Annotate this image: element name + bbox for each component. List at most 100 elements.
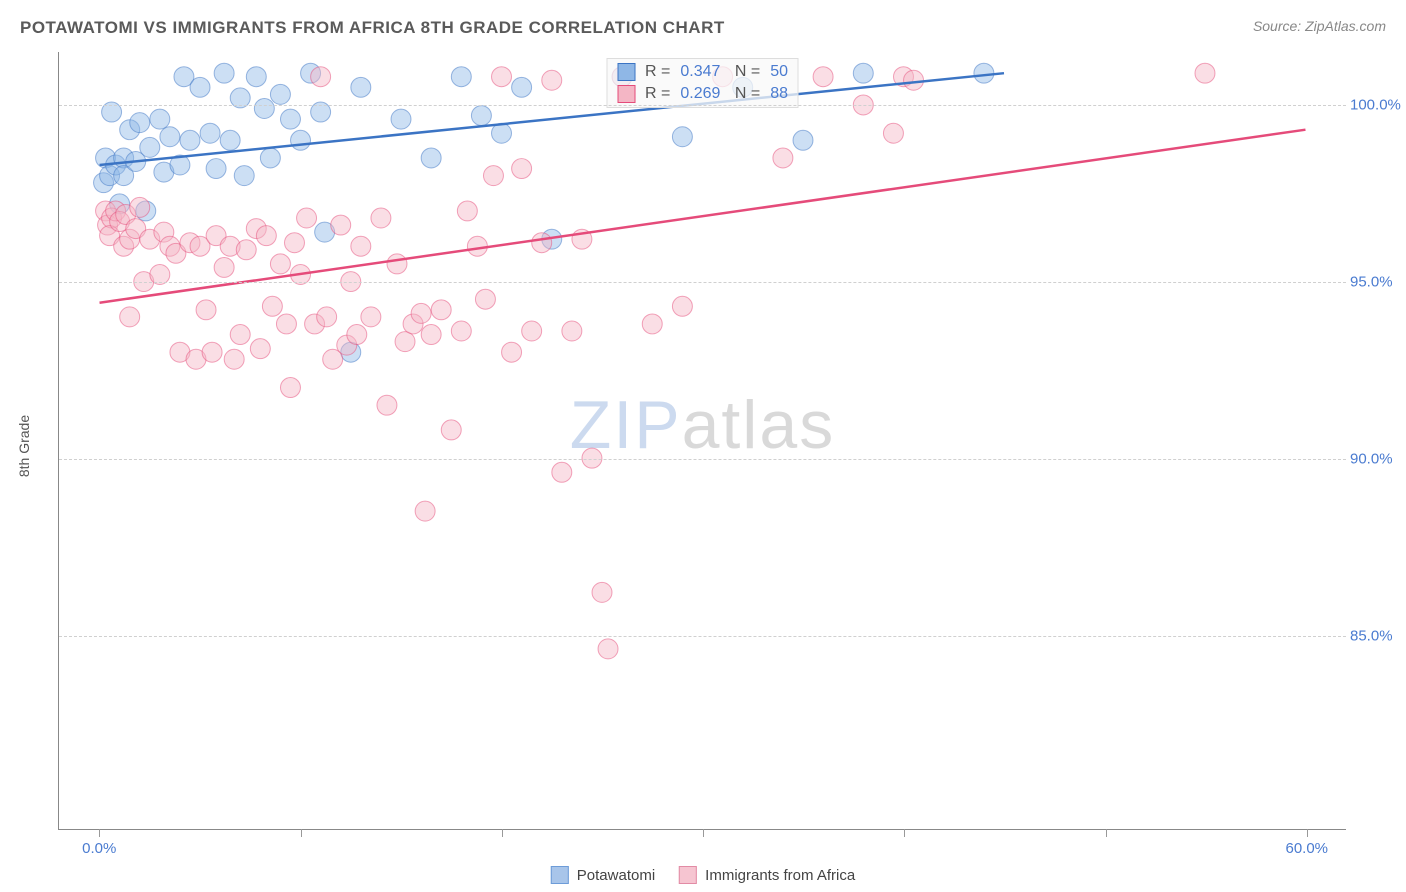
scatter-point-potawatomi <box>672 127 692 147</box>
chart-title: POTAWATOMI VS IMMIGRANTS FROM AFRICA 8TH… <box>20 18 1386 38</box>
scatter-point-potawatomi <box>391 109 411 129</box>
scatter-point-africa <box>276 314 296 334</box>
scatter-point-africa <box>411 303 431 323</box>
y-tick-label: 95.0% <box>1350 273 1406 290</box>
scatter-point-potawatomi <box>492 123 512 143</box>
scatter-point-potawatomi <box>214 63 234 83</box>
scatter-point-africa <box>592 582 612 602</box>
legend-correlation: R =0.347 N =50R =0.269 N =88 <box>606 58 799 108</box>
scatter-point-africa <box>214 257 234 277</box>
legend-n-label: N = <box>730 85 760 103</box>
x-tick <box>1106 829 1107 837</box>
scatter-point-africa <box>904 70 924 90</box>
scatter-point-africa <box>347 325 367 345</box>
scatter-point-africa <box>230 325 250 345</box>
scatter-point-africa <box>421 325 441 345</box>
scatter-point-africa <box>297 208 317 228</box>
scatter-point-africa <box>512 159 532 179</box>
scatter-point-africa <box>562 321 582 341</box>
scatter-point-africa <box>672 296 692 316</box>
legend-r-label: R = <box>645 63 670 81</box>
scatter-point-africa <box>642 314 662 334</box>
scatter-point-potawatomi <box>254 99 274 119</box>
scatter-point-potawatomi <box>260 148 280 168</box>
scatter-point-africa <box>361 307 381 327</box>
legend-series-label: Immigrants from Africa <box>705 867 855 884</box>
scatter-point-potawatomi <box>220 130 240 150</box>
scatter-point-africa <box>120 307 140 327</box>
scatter-point-africa <box>236 240 256 260</box>
scatter-point-potawatomi <box>471 106 491 126</box>
y-axis-label: 8th Grade <box>16 415 32 477</box>
scatter-point-africa <box>457 201 477 221</box>
scatter-point-africa <box>331 215 351 235</box>
scatter-point-potawatomi <box>974 63 994 83</box>
scatter-point-potawatomi <box>280 109 300 129</box>
scatter-point-africa <box>475 289 495 309</box>
scatter-point-africa <box>502 342 522 362</box>
scatter-point-africa <box>431 300 451 320</box>
scatter-point-africa <box>311 67 331 87</box>
legend-series: Potawatomi Immigrants from Africa <box>551 866 855 884</box>
scatter-point-potawatomi <box>160 127 180 147</box>
plot-svg <box>59 52 1346 829</box>
scatter-point-africa <box>415 501 435 521</box>
scatter-point-africa <box>813 67 833 87</box>
scatter-point-africa <box>202 342 222 362</box>
legend-r-value: 0.269 <box>680 85 720 103</box>
legend-swatch-potawatomi <box>617 63 635 81</box>
scatter-point-africa <box>773 148 793 168</box>
scatter-point-africa <box>256 226 276 246</box>
scatter-point-africa <box>598 639 618 659</box>
scatter-point-africa <box>317 307 337 327</box>
scatter-point-africa <box>451 321 471 341</box>
x-tick-label: 0.0% <box>82 840 116 857</box>
scatter-point-potawatomi <box>421 148 441 168</box>
gridline-h <box>59 282 1346 283</box>
scatter-point-potawatomi <box>200 123 220 143</box>
scatter-point-potawatomi <box>512 77 532 97</box>
scatter-point-africa <box>483 166 503 186</box>
x-tick <box>502 829 503 837</box>
scatter-point-africa <box>371 208 391 228</box>
legend-swatch <box>679 866 697 884</box>
title-row: POTAWATOMI VS IMMIGRANTS FROM AFRICA 8TH… <box>20 18 1386 48</box>
scatter-point-africa <box>377 395 397 415</box>
scatter-point-africa <box>1195 63 1215 83</box>
y-tick-label: 85.0% <box>1350 627 1406 644</box>
scatter-point-africa <box>250 339 270 359</box>
scatter-point-potawatomi <box>180 130 200 150</box>
scatter-point-africa <box>351 236 371 256</box>
legend-swatch <box>551 866 569 884</box>
scatter-point-africa <box>441 420 461 440</box>
scatter-point-africa <box>262 296 282 316</box>
legend-series-item: Immigrants from Africa <box>679 866 855 884</box>
legend-series-item: Potawatomi <box>551 866 655 884</box>
scatter-point-potawatomi <box>853 63 873 83</box>
scatter-point-africa <box>542 70 562 90</box>
scatter-point-potawatomi <box>270 84 290 104</box>
x-tick <box>301 829 302 837</box>
legend-correlation-row-africa: R =0.269 N =88 <box>607 83 798 105</box>
y-tick-label: 90.0% <box>1350 450 1406 467</box>
scatter-point-africa <box>270 254 290 274</box>
scatter-point-potawatomi <box>234 166 254 186</box>
scatter-point-africa <box>522 321 542 341</box>
scatter-point-africa <box>280 378 300 398</box>
scatter-point-potawatomi <box>291 130 311 150</box>
x-tick <box>99 829 100 837</box>
legend-r-value: 0.347 <box>680 63 720 81</box>
scatter-point-africa <box>196 300 216 320</box>
scatter-point-potawatomi <box>140 137 160 157</box>
scatter-point-potawatomi <box>793 130 813 150</box>
legend-n-label: N = <box>730 63 760 81</box>
x-tick-label: 60.0% <box>1285 840 1328 857</box>
x-tick <box>904 829 905 837</box>
scatter-point-africa <box>285 233 305 253</box>
scatter-point-potawatomi <box>451 67 471 87</box>
x-tick <box>1307 829 1308 837</box>
source-attribution: Source: ZipAtlas.com <box>1253 18 1386 34</box>
scatter-point-potawatomi <box>190 77 210 97</box>
scatter-point-potawatomi <box>206 159 226 179</box>
scatter-point-africa <box>532 233 552 253</box>
